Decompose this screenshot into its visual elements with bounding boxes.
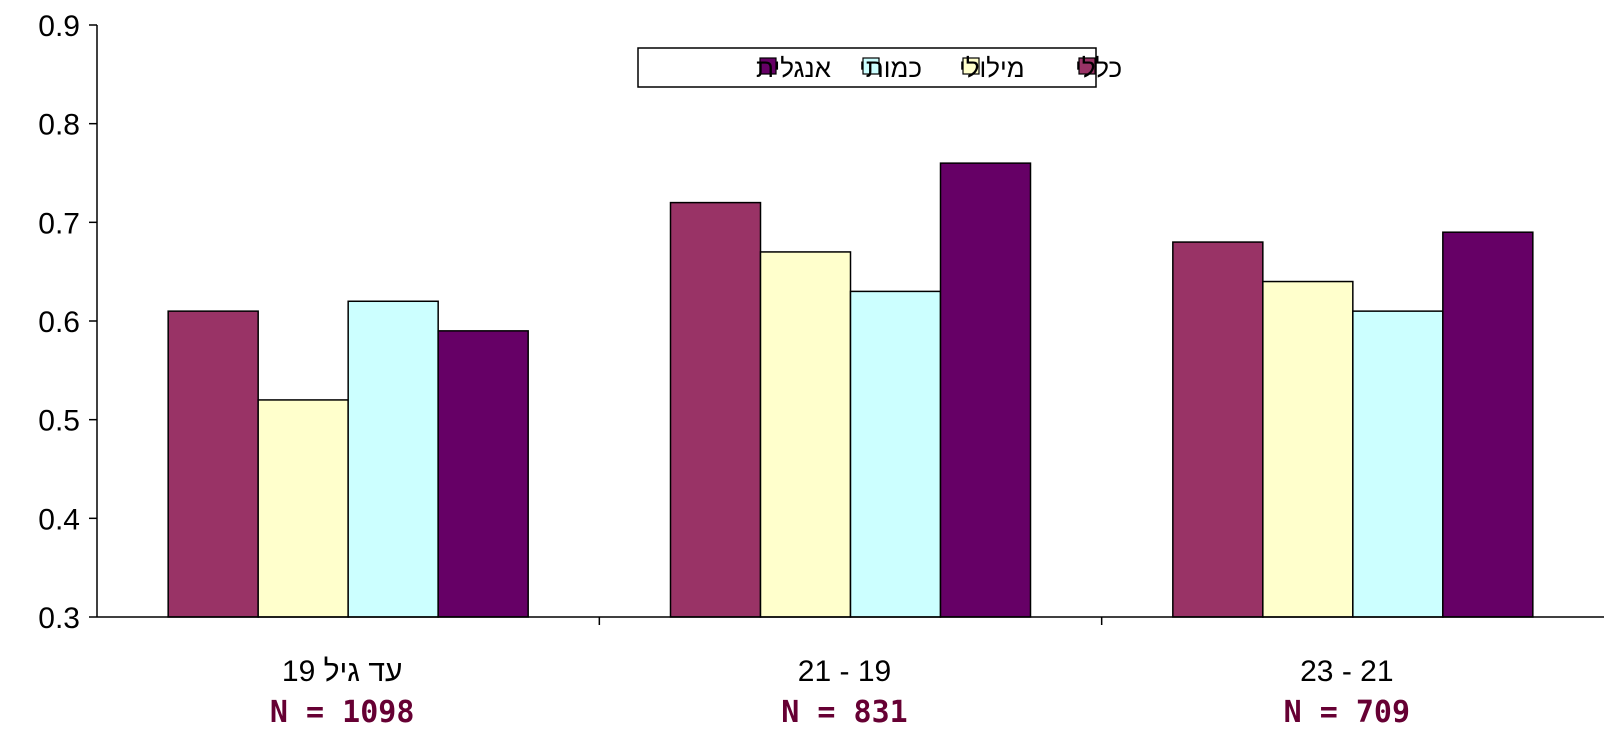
group-count-label: N = 709 [1284, 695, 1410, 730]
bar [849, 290, 942, 618]
bar [1262, 280, 1354, 618]
legend-swatch [759, 57, 777, 75]
bar [437, 330, 529, 618]
y-tick-label: 0.5 [38, 405, 80, 438]
bar [939, 162, 1032, 618]
group-count-label: N = 1098 [270, 695, 415, 730]
category-labels: עד גיל 19 N = 1098 19 - 21 N = 831 21 - 23 N … [270, 655, 1410, 730]
y-tick-label: 0.9 [38, 10, 80, 43]
bar [167, 310, 259, 618]
y-tick-label: 0.3 [38, 602, 80, 635]
bars-group [167, 162, 1534, 618]
bar [347, 300, 439, 618]
legend-swatch [1078, 57, 1096, 75]
x-axis-ticks [598, 617, 1103, 625]
bar [1442, 231, 1534, 618]
group-count-label: N = 831 [781, 695, 907, 730]
y-tick-label: 0.6 [38, 306, 80, 339]
legend: כללי מילולי כמותי אנגלית [637, 47, 1122, 88]
x-category-label: 19 - 21 [798, 655, 891, 688]
legend-label: כמותי [859, 53, 922, 83]
bar [1352, 310, 1444, 618]
bar [759, 251, 852, 618]
y-tick-label: 0.7 [38, 207, 80, 240]
y-tick-label: 0.4 [38, 503, 80, 536]
legend-swatch [862, 57, 880, 75]
legend-swatch [962, 57, 980, 75]
bar [257, 399, 349, 618]
x-category-label: עד גיל 19 [282, 655, 403, 688]
bar [1172, 241, 1264, 618]
y-tick-label: 0.8 [38, 109, 80, 142]
bar [669, 201, 762, 618]
legend-label: אנגלית [756, 53, 831, 83]
y-axis-ticks: 0.3 0.4 0.5 0.6 0.7 0.8 0.9 [38, 10, 97, 635]
x-category-label: 21 - 23 [1300, 655, 1393, 688]
legend-label: מילולי [959, 53, 1025, 83]
legend-label: כללי [1075, 53, 1122, 83]
